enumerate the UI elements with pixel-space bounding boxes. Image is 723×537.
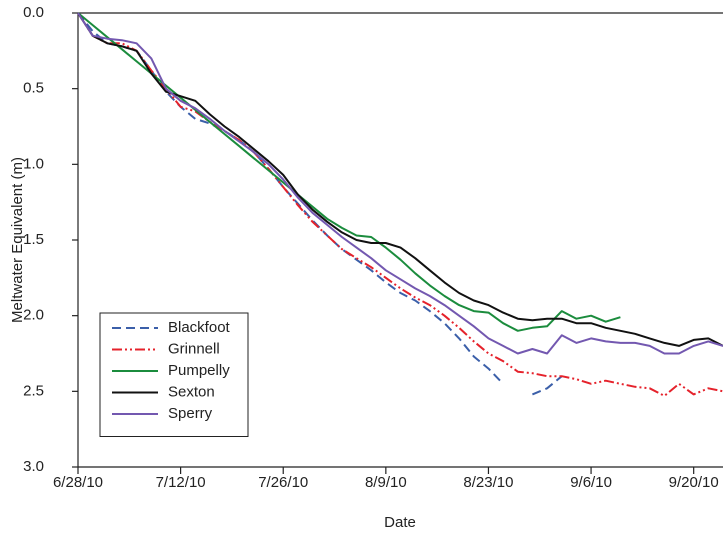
legend-label: Blackfoot <box>168 319 231 336</box>
x-tick-label: 9/20/10 <box>669 474 719 491</box>
y-tick-label: 1.5 <box>23 231 44 248</box>
x-axis-label: Date <box>384 514 416 531</box>
x-tick-label: 7/26/10 <box>258 474 308 491</box>
series-line <box>77 12 723 347</box>
legend-label: Sexton <box>168 383 215 400</box>
legend-label: Pumpelly <box>168 362 230 379</box>
x-tick-label: 6/28/10 <box>53 474 103 491</box>
legend-label: Sperry <box>168 405 213 422</box>
y-tick-label: 2.0 <box>23 307 44 324</box>
y-tick-label: 0.0 <box>23 4 44 21</box>
y-tick-label: 1.0 <box>23 155 44 172</box>
series-line <box>77 12 621 332</box>
legend-label: Grinnell <box>168 340 220 357</box>
y-tick-label: 3.0 <box>23 458 44 475</box>
y-tick-label: 0.5 <box>23 80 44 97</box>
legend-box <box>99 312 249 437</box>
y-tick-label: 2.5 <box>23 382 44 399</box>
x-tick-label: 8/9/10 <box>365 474 407 491</box>
x-tick-label: 7/12/10 <box>156 474 206 491</box>
y-axis-label: Meltwater Equivalent (m) <box>9 157 26 323</box>
x-tick-label: 8/23/10 <box>463 474 513 491</box>
series-line <box>77 12 723 355</box>
x-tick-label: 9/6/10 <box>570 474 612 491</box>
